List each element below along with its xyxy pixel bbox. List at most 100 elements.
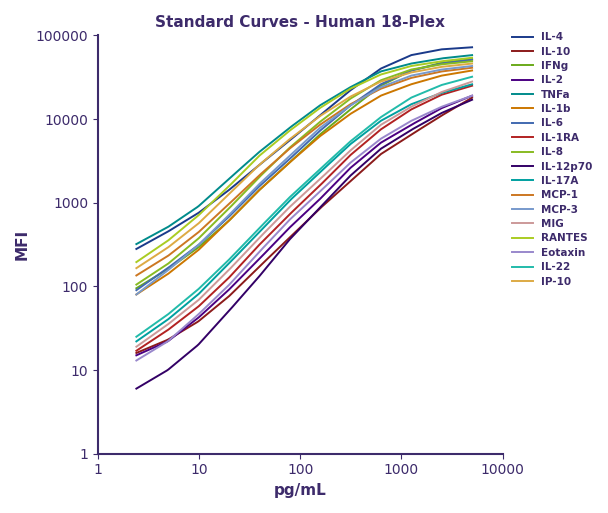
Line: IL-8: IL-8: [136, 61, 472, 285]
MIG: [468, 78, 475, 85]
MCP-3: [222, 215, 229, 221]
Eotaxin: [146, 349, 153, 356]
IL-12p70: [133, 386, 140, 392]
Eotaxin: [133, 358, 140, 364]
IFNg: [440, 60, 447, 66]
IL-1b: [468, 67, 475, 73]
MCP-3: [133, 291, 140, 298]
IFNg: [146, 277, 153, 283]
Eotaxin: [440, 103, 447, 109]
IL-17A: [452, 86, 459, 92]
RANTES: [440, 58, 447, 64]
IL-8: [146, 272, 153, 279]
IL-10: [452, 105, 459, 111]
IL-17A: [195, 291, 202, 297]
Line: IL-4: IL-4: [136, 47, 472, 249]
IL-2: [222, 289, 229, 295]
IL-2: [468, 93, 475, 99]
IL-1b: [195, 247, 202, 253]
IL-8: [452, 60, 459, 66]
Line: IL-22: IL-22: [136, 77, 472, 337]
IFNg: [222, 221, 229, 227]
IL-8: [195, 235, 202, 241]
IL-4: [146, 239, 153, 245]
IL-6: [195, 242, 202, 248]
IP-10: [452, 62, 459, 68]
Line: IFNg: IFNg: [136, 59, 472, 288]
TNFa: [153, 230, 161, 236]
IL-6: [452, 59, 459, 65]
IL-2: [153, 343, 161, 349]
Eotaxin: [153, 345, 161, 351]
IL-1b: [452, 70, 459, 76]
IL-8: [440, 61, 447, 67]
IL-1RA: [146, 339, 153, 345]
MCP-3: [153, 276, 161, 282]
Line: IL-6: IL-6: [136, 60, 472, 290]
IL-22: [452, 78, 459, 85]
MCP-3: [452, 65, 459, 71]
MIG: [452, 84, 459, 90]
MCP-1: [133, 272, 140, 279]
MIG: [222, 270, 229, 276]
IL-1b: [222, 221, 229, 227]
MCP-1: [452, 67, 459, 73]
Line: IL-2: IL-2: [136, 96, 472, 356]
IL-10: [468, 94, 475, 101]
IL-4: [452, 45, 459, 51]
IL-1b: [146, 283, 153, 289]
Line: TNFa: TNFa: [136, 55, 472, 244]
MCP-1: [222, 204, 229, 210]
IL-22: [153, 320, 161, 326]
IL-6: [146, 278, 153, 284]
IL-2: [452, 100, 459, 106]
MIG: [195, 297, 202, 303]
RANTES: [222, 186, 229, 192]
IL-1RA: [153, 334, 161, 341]
IL-1b: [440, 72, 447, 78]
IP-10: [153, 252, 161, 258]
IL-1RA: [440, 91, 447, 97]
IL-12p70: [222, 311, 229, 318]
IL-8: [153, 268, 161, 274]
MIG: [153, 329, 161, 336]
Line: MIG: MIG: [136, 82, 472, 347]
IP-10: [195, 220, 202, 226]
IL-17A: [222, 264, 229, 270]
IL-22: [146, 324, 153, 330]
MCP-1: [146, 264, 153, 270]
IL-12p70: [146, 378, 153, 384]
IL-10: [195, 318, 202, 324]
RANTES: [452, 56, 459, 63]
Eotaxin: [468, 93, 475, 99]
IL-17A: [133, 338, 140, 344]
TNFa: [468, 52, 475, 58]
IL-10: [440, 111, 447, 117]
IL-4: [222, 189, 229, 195]
IL-12p70: [440, 109, 447, 115]
X-axis label: pg/mL: pg/mL: [274, 483, 326, 498]
Line: IL-12p70: IL-12p70: [136, 100, 472, 389]
IL-17A: [468, 81, 475, 87]
IP-10: [133, 265, 140, 271]
IL-1b: [153, 278, 161, 284]
IL-12p70: [195, 341, 202, 347]
IL-4: [153, 235, 161, 241]
MCP-3: [195, 242, 202, 248]
MCP-1: [195, 229, 202, 235]
IL-6: [153, 273, 161, 279]
IL-17A: [153, 324, 161, 330]
TNFa: [440, 55, 447, 61]
IL-10: [146, 344, 153, 350]
IL-6: [468, 57, 475, 63]
IL-4: [195, 210, 202, 216]
IL-6: [440, 60, 447, 66]
IL-12p70: [153, 373, 161, 380]
Line: IL-17A: IL-17A: [136, 84, 472, 341]
RANTES: [195, 212, 202, 218]
MCP-3: [468, 63, 475, 69]
MIG: [133, 344, 140, 350]
MCP-1: [440, 68, 447, 74]
IL-8: [133, 282, 140, 288]
MCP-1: [153, 260, 161, 266]
